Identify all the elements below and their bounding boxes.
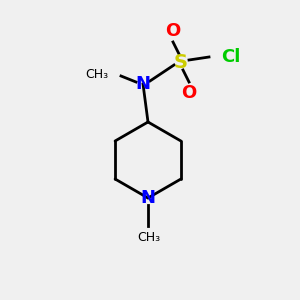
- Text: Cl: Cl: [221, 48, 240, 66]
- Text: O: O: [165, 22, 181, 40]
- Text: N: N: [136, 75, 151, 93]
- Text: N: N: [140, 189, 155, 207]
- Text: O: O: [182, 84, 196, 102]
- Text: CH₃: CH₃: [137, 231, 160, 244]
- Text: S: S: [174, 52, 188, 71]
- Text: CH₃: CH₃: [85, 68, 108, 80]
